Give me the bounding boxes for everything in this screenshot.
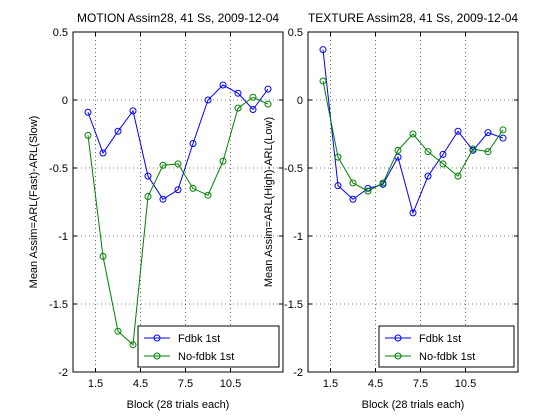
motion-legend: Fdbk 1st No-fdbk 1st — [137, 325, 280, 368]
texture-axes-frame — [307, 31, 519, 373]
texture-series-no-fdbk-1st-point — [454, 172, 462, 180]
texture-x-tick-label: 1.5 — [323, 378, 338, 390]
texture-series-fdbk-1st-point — [454, 127, 462, 135]
texture-series-fdbk-1st-point — [484, 129, 492, 137]
texture-series-no-fdbk-1st-point — [364, 187, 372, 195]
motion-series-no-fdbk-1st-line — [87, 96, 269, 346]
motion-y-tick-label: 0.5 — [53, 27, 68, 39]
texture-plot-area — [308, 32, 518, 372]
motion-series-no-fdbk-1st-point — [264, 100, 272, 108]
motion-series-fdbk-1st-point — [249, 106, 257, 114]
texture-series-fdbk-1st-line — [322, 49, 504, 215]
motion-legend-box — [137, 325, 280, 368]
motion-y-tick-label: -0.5 — [49, 163, 68, 175]
motion-series-fdbk-1st-point — [159, 195, 167, 203]
texture-series-fdbk-1st-point — [439, 150, 447, 158]
texture-series-no-fdbk-1st-point — [499, 126, 507, 134]
texture-series-fdbk-1st-point — [334, 182, 342, 190]
motion-y-tick-label: -2 — [58, 367, 68, 379]
texture-legend-no-fdbk-1st-label: No-fdbk 1st — [419, 351, 475, 363]
texture-legend-fdbk-1st-label: Fdbk 1st — [419, 333, 461, 345]
motion-series-no-fdbk-1st-point — [249, 93, 257, 101]
motion-series-fdbk-1st-point — [129, 107, 137, 115]
texture-x-tick-label: 4.5 — [368, 378, 383, 390]
motion-panel: 1.5 4.5 7.5 10.5 -2 -1.5 -1 -0.5 0 0.5 Fdbk 1st No-… — [28, 11, 284, 411]
motion-plot-area — [73, 32, 283, 372]
motion-series-no-fdbk-1st-point — [129, 341, 137, 349]
texture-series-fdbk-1st-point — [424, 172, 432, 180]
motion-series-no-fdbk-1st-point — [174, 160, 182, 168]
texture-series-no-fdbk-1st-point — [424, 148, 432, 156]
texture-series-no-fdbk-1st-point — [484, 148, 492, 156]
motion-series-no-fdbk-1st-point — [189, 184, 197, 192]
texture-series-no-fdbk-1st-point — [409, 130, 417, 138]
texture-series-fdbk-1st-point — [499, 134, 507, 142]
texture-y-axis-label: Mean Assim=ARL(High)-ARL(Low) — [263, 117, 275, 287]
texture-series-no-fdbk-1st-line — [322, 80, 504, 192]
motion-legend-no-fdbk-1st-marker — [153, 352, 161, 360]
texture-series-no-fdbk-1st-point — [319, 77, 327, 85]
texture-y-tick-label: 0.5 — [288, 27, 303, 39]
motion-chart-title: MOTION Assim28, 41 Ss, 2009-12-04 — [77, 11, 279, 25]
motion-legend-fdbk-1st-label: Fdbk 1st — [178, 333, 220, 345]
motion-legend-fdbk-1st-marker — [153, 334, 161, 342]
motion-x-axis-label: Block (28 trials each) — [127, 399, 230, 411]
texture-series-no-fdbk-1st-point — [439, 160, 447, 168]
motion-series-no-fdbk-1st-point — [219, 157, 227, 165]
motion-series-no-fdbk-1st-point — [84, 131, 92, 139]
texture-series-fdbk-1st-point — [409, 209, 417, 217]
texture-x-tick-label: 10.5 — [455, 378, 476, 390]
texture-series-fdbk-1st-point — [319, 46, 327, 54]
motion-series-fdbk-1st-point — [219, 81, 227, 89]
motion-y-tick-label: 0 — [62, 95, 68, 107]
motion-series-fdbk-1st-point — [99, 149, 107, 157]
motion-x-tick-label: 7.5 — [178, 378, 193, 390]
texture-y-tick-label: 0 — [297, 95, 303, 107]
texture-y-tick-label: -2 — [293, 367, 303, 379]
texture-chart-title: TEXTURE Assim28, 41 Ss, 2009-12-04 — [308, 11, 518, 25]
motion-series-no-fdbk-1st-point — [114, 327, 122, 335]
texture-series-no-fdbk-1st-point — [379, 179, 387, 187]
motion-series-fdbk-1st-point — [114, 127, 122, 135]
motion-legend-no-fdbk-1st-label: No-fdbk 1st — [178, 351, 234, 363]
texture-y-tick-label: -0.5 — [284, 163, 303, 175]
motion-series-no-fdbk-1st-point — [144, 193, 152, 201]
texture-legend: Fdbk 1st No-fdbk 1st — [378, 325, 515, 368]
motion-x-tick-label: 4.5 — [133, 378, 148, 390]
motion-series-fdbk-1st-point — [234, 89, 242, 97]
texture-series-no-fdbk-1st-point — [469, 145, 477, 153]
texture-legend-fdbk-1st-marker — [394, 334, 402, 342]
texture-x-tick-label: 7.5 — [413, 378, 428, 390]
texture-legend-box — [378, 325, 515, 368]
motion-series-fdbk-1st-point — [174, 186, 182, 194]
motion-series-fdbk-1st-point — [189, 140, 197, 148]
motion-x-tick-label: 10.5 — [220, 378, 241, 390]
motion-axes-frame — [72, 31, 284, 373]
texture-y-tick-label: -1 — [293, 231, 303, 243]
motion-series-fdbk-1st-point — [84, 108, 92, 116]
texture-series-no-fdbk-1st-point — [334, 153, 342, 161]
motion-x-tick-label: 1.5 — [88, 378, 103, 390]
motion-series-fdbk-1st-point — [264, 85, 272, 93]
texture-series-no-fdbk-1st-point — [394, 146, 402, 154]
motion-series-no-fdbk-1st-point — [234, 104, 242, 112]
texture-series-no-fdbk-1st-point — [349, 179, 357, 187]
motion-series-fdbk-1st-point — [144, 172, 152, 180]
texture-series-fdbk-1st-point — [349, 195, 357, 203]
motion-series-no-fdbk-1st-point — [159, 161, 167, 169]
motion-series-no-fdbk-1st-point — [99, 252, 107, 260]
texture-legend-no-fdbk-1st-marker — [394, 352, 402, 360]
motion-series-no-fdbk-1st-point — [204, 191, 212, 199]
texture-panel: 1.5 4.5 7.5 10.5 -2 -1.5 -1 -0.5 0 0.5 Fdbk 1st No-… — [263, 11, 519, 411]
texture-x-axis-label: Block (28 trials each) — [362, 399, 465, 411]
motion-y-tick-label: -1 — [58, 231, 68, 243]
motion-series-fdbk-1st-point — [204, 96, 212, 104]
texture-y-tick-label: -1.5 — [284, 299, 303, 311]
motion-y-tick-label: -1.5 — [49, 299, 68, 311]
motion-y-axis-label: Mean Assim=ARL(Fast)-ARL(Slow) — [28, 116, 40, 289]
motion-series-fdbk-1st-line — [87, 84, 269, 200]
